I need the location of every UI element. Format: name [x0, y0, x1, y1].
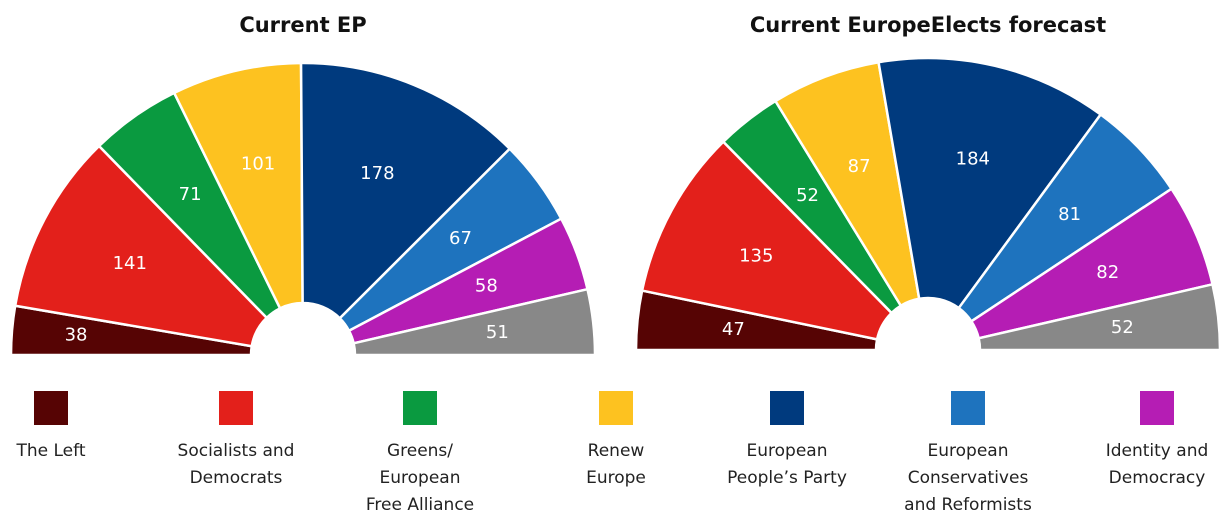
value-label: 184 [956, 149, 990, 170]
seat-wedge [172, 61, 304, 311]
legend-label: The Left [16, 441, 86, 461]
baseline-mask [6, 355, 600, 365]
seat-wedge [640, 139, 894, 341]
value-label: 178 [360, 163, 394, 184]
value-label: 47 [722, 319, 745, 340]
legend-label: European Conservatives and Reformists [904, 441, 1032, 515]
value-label: 81 [1058, 204, 1081, 225]
legend-swatch [599, 391, 633, 425]
value-label: 52 [796, 185, 819, 206]
legend-swatch [219, 391, 253, 425]
seat-wedge [877, 56, 1103, 310]
value-label: 141 [113, 253, 147, 274]
legend-label: Socialists and Democrats [177, 441, 295, 488]
legend-swatch [1140, 391, 1174, 425]
value-label: 71 [179, 184, 202, 205]
value-label: 87 [848, 156, 871, 177]
value-label: 135 [739, 245, 773, 266]
legend-swatch [770, 391, 804, 425]
chart-title: Current EP [239, 13, 366, 37]
legend-swatch [403, 391, 437, 425]
legend-label: Renew Europe [586, 441, 646, 488]
legend-label: European People’s Party [727, 441, 847, 488]
baseline-mask [631, 350, 1225, 360]
value-label: 52 [1111, 317, 1134, 338]
value-label: 38 [65, 325, 88, 346]
legend-swatch [34, 391, 68, 425]
seat-wedge [299, 61, 512, 321]
value-label: 51 [486, 322, 509, 343]
legend-swatch [951, 391, 985, 425]
chart-title: Current EuropeElects forecast [750, 13, 1106, 37]
legend-label: Identity and Democracy [1105, 441, 1209, 488]
value-label: 58 [475, 276, 498, 297]
seat-wedge [13, 144, 269, 348]
value-label: 101 [241, 154, 275, 175]
value-label: 67 [449, 228, 472, 249]
legend-label: Greens/ European Free Alliance [365, 441, 475, 515]
value-label: 82 [1096, 262, 1119, 283]
